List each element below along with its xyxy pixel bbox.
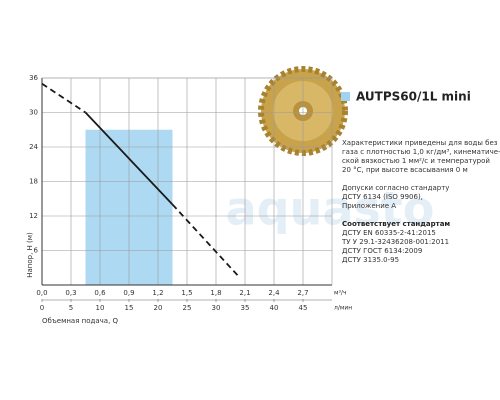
curve — [171, 203, 241, 279]
x2-tick-label: 5 — [69, 304, 73, 312]
description-line: Соответствует стандартам — [342, 220, 450, 228]
x-tick-label: 0,3 — [65, 289, 76, 297]
description-line: ской вязкостью 1 мм²/с и температурой — [342, 157, 490, 165]
description-line: ДСТУ 6134 (ISO 9906), — [342, 193, 423, 201]
watermark: aquasto — [226, 182, 435, 236]
y-tick-label: 12 — [29, 212, 38, 220]
title-marker — [341, 92, 350, 101]
description-line: ДСТУ 3135.0-95 — [342, 256, 399, 264]
curve — [84, 111, 174, 206]
description-line: Приложение А — [342, 202, 396, 210]
x2-tick-label: 25 — [183, 304, 192, 312]
description-line: ДСТУ EN 60335-2-41:2015 — [342, 229, 436, 237]
x-tick-label: 2,1 — [239, 289, 250, 297]
x2-unit: л/мин — [334, 305, 352, 312]
product-title: AUTPS60/1L mini — [356, 90, 471, 104]
x2-tick-label: 40 — [270, 304, 279, 312]
y-tick-label: 36 — [29, 74, 38, 82]
x-tick-label: 1,2 — [152, 289, 163, 297]
x2-tick-label: 10 — [96, 304, 105, 312]
x-tick-label: 2,7 — [297, 289, 308, 297]
x-tick-label: 0,9 — [123, 289, 134, 297]
description-line: 20 °С, при высоте всасывания 0 м — [342, 166, 468, 174]
x-tick-label: 0,6 — [94, 289, 106, 297]
x2-tick-label: 35 — [241, 304, 250, 312]
y-tick-label: 30 — [29, 109, 38, 117]
x-tick-label: 1,5 — [181, 289, 192, 297]
x-tick-label: 0,0 — [36, 289, 47, 297]
description-line: ТУ У 29.1-32436208-001:2011 — [341, 238, 449, 246]
description-line: Допуски согласно стандарту — [342, 184, 449, 192]
x2-tick-label: 30 — [212, 304, 221, 312]
y-tick-label: 24 — [29, 143, 38, 151]
x2-tick-label: 15 — [125, 304, 134, 312]
y-axis-label: Напор, H (м) — [26, 232, 34, 278]
description-line: газа с плотностью 1,0 кг/дм³, кинематиче… — [342, 148, 500, 156]
x-tick-label: 2,4 — [268, 289, 280, 297]
description-line: ДСТУ ГОСТ 6134:2009 — [342, 247, 422, 255]
x2-tick-label: 0 — [40, 304, 44, 312]
x-axis-label: Объемная подача, Q — [42, 317, 119, 325]
x2-tick-label: 45 — [299, 304, 308, 312]
y-tick-label: 6 — [34, 247, 39, 255]
x-tick-label: 1,8 — [210, 289, 221, 297]
x2-tick-label: 20 — [154, 304, 163, 312]
description-line: Характеристики приведены для воды без — [342, 139, 498, 147]
y-tick-label: 18 — [29, 178, 38, 186]
x-unit: м³/ч — [334, 290, 347, 297]
curve — [41, 82, 86, 114]
